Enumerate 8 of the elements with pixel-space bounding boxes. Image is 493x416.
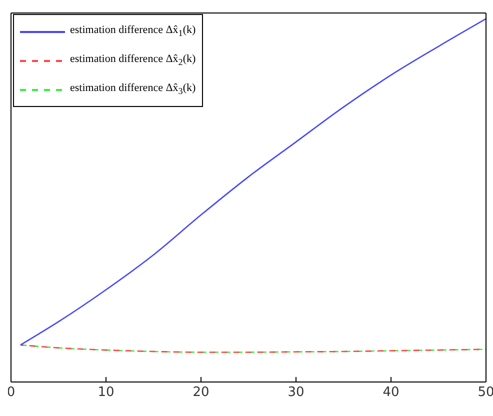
legend-label: estimation difference Δx̂$_{2}$(k) [70, 53, 196, 68]
x-tick-label: 0 [6, 385, 16, 400]
x-tick-label: 30 [288, 385, 304, 400]
x-tick-label: 20 [192, 385, 210, 400]
legend-label: estimation difference Δx̂$_{3}$(k) [70, 82, 196, 97]
legend-label: estimation difference Δx̂$_{1}$(k) [70, 24, 196, 39]
x-tick-label: 40 [382, 385, 400, 400]
x-tick-label: 10 [98, 385, 114, 400]
